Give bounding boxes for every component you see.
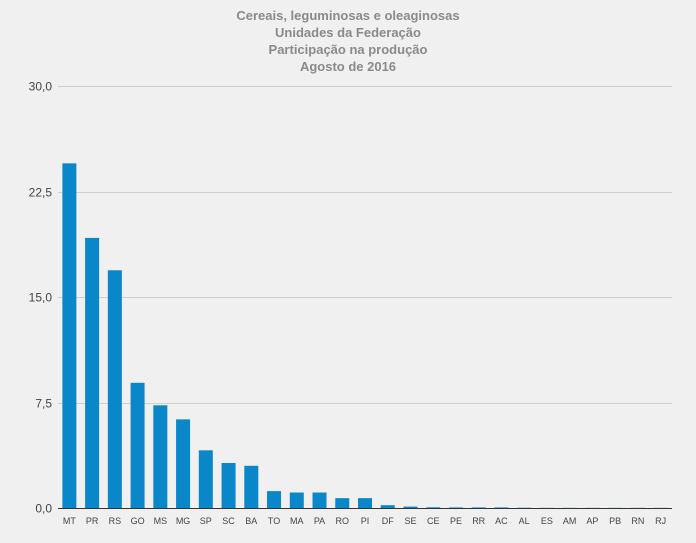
- bar-df: [380, 505, 395, 508]
- x-tick-label: MG: [176, 516, 191, 526]
- bar-se: [403, 506, 418, 508]
- x-tick-label: DF: [382, 516, 394, 526]
- x-tick-label: PR: [86, 516, 99, 526]
- x-tick-label: SC: [222, 516, 235, 526]
- x-tick-label: SE: [404, 516, 416, 526]
- x-tick-label: MA: [290, 516, 304, 526]
- y-axis-ticks: 0,0 7,5 15,0 22,5 30,0: [29, 80, 53, 516]
- x-tick-label: ES: [541, 516, 553, 526]
- y-tick-label: 30,0: [29, 80, 53, 94]
- x-tick-label: CE: [427, 516, 440, 526]
- bar-ms: [153, 405, 168, 508]
- bar-to: [267, 491, 282, 508]
- gridlines: [58, 86, 672, 509]
- x-tick-label: RR: [472, 516, 485, 526]
- bar-rr: [471, 507, 486, 508]
- title-line-1: Cereais, leguminosas e oleaginosas: [236, 8, 459, 23]
- title-line-3: Participação na produção: [269, 42, 428, 57]
- x-axis-ticks: MT PR RS GO MS MG SP SC BA TO MA PA RO PI DF SE CE PE RR AC…: [63, 516, 666, 526]
- bar-rs: [107, 270, 122, 508]
- title-line-4: Agosto de 2016: [300, 59, 396, 74]
- y-tick-label: 22,5: [29, 186, 53, 200]
- x-tick-label: AL: [519, 516, 530, 526]
- x-tick-label: BA: [245, 516, 257, 526]
- x-tick-label: PA: [314, 516, 325, 526]
- bar-ac: [494, 507, 509, 508]
- x-tick-label: MS: [154, 516, 168, 526]
- x-tick-label: RO: [336, 516, 350, 526]
- y-tick-label: 15,0: [29, 291, 53, 305]
- bar-pe: [448, 507, 463, 508]
- y-tick-label: 7,5: [35, 397, 52, 411]
- bar-sp: [198, 450, 213, 508]
- bar-ro: [335, 498, 350, 508]
- bar-ba: [244, 465, 259, 508]
- x-tick-label: TO: [268, 516, 280, 526]
- x-tick-label: AP: [586, 516, 598, 526]
- x-tick-label: GO: [131, 516, 145, 526]
- x-tick-label: RN: [631, 516, 644, 526]
- bar-pr: [85, 237, 100, 509]
- x-tick-label: RS: [109, 516, 122, 526]
- x-tick-label: PE: [450, 516, 462, 526]
- y-tick-label: 0,0: [35, 502, 52, 516]
- x-tick-label: PB: [609, 516, 621, 526]
- bar-ma: [289, 492, 304, 508]
- bar-mg: [176, 419, 191, 508]
- x-tick-label: MT: [63, 516, 76, 526]
- x-tick-label: SP: [200, 516, 212, 526]
- x-tick-label: AC: [495, 516, 508, 526]
- x-tick-label: PI: [361, 516, 370, 526]
- bars: [62, 163, 668, 509]
- bar-mt: [62, 163, 77, 508]
- bar-ce: [426, 507, 441, 508]
- chart-title: Cereais, leguminosas e oleaginosas Unida…: [236, 8, 459, 74]
- x-tick-label: RJ: [655, 516, 666, 526]
- x-tick-label: AM: [563, 516, 577, 526]
- bar-pi: [358, 498, 372, 508]
- title-line-2: Unidades da Federação: [275, 25, 421, 40]
- bar-pa: [312, 492, 327, 508]
- bar-go: [130, 382, 145, 508]
- bar-sc: [221, 462, 236, 508]
